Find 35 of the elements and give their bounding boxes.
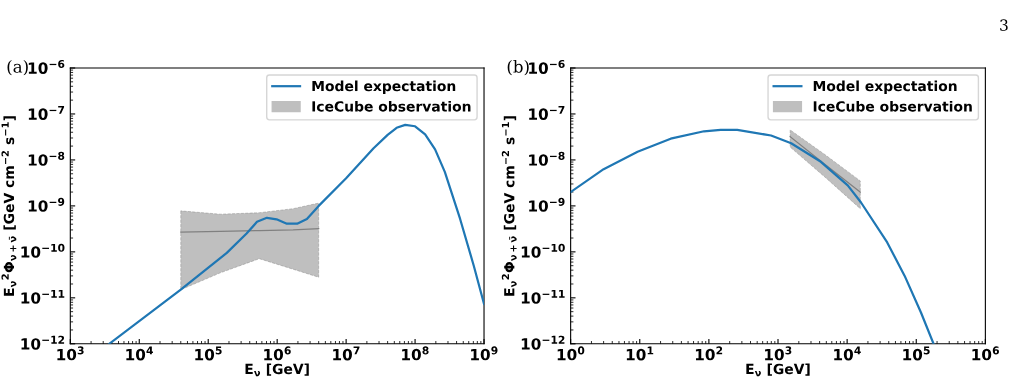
chart-title: (a): [7, 59, 28, 76]
legend-label: Model expectation: [312, 80, 456, 94]
x-tick-label: 10$^{4}$: [126, 346, 153, 361]
text: 3: [1000, 19, 1008, 31]
x-tick-label: 10$^{8}$: [402, 346, 429, 361]
x-tick-label: 10$^{9}$: [471, 346, 498, 361]
x-tick-label: 10$^{5}$: [195, 346, 222, 361]
y-tick-label: 10$^{−6}$: [28, 59, 65, 74]
y-tick-label: 10$^{−10}$: [21, 243, 65, 258]
y-tick-label: 10$^{−9}$: [529, 197, 565, 212]
y-tick-label: 10$^{−9}$: [28, 197, 65, 212]
x-tick-label: 10$^{4}$: [834, 346, 861, 361]
y-tick-label: 10$^{−8}$: [529, 151, 565, 166]
legend-label: IceCube observation: [312, 100, 471, 112]
x-tick-label: 10$^{5}$: [903, 346, 930, 361]
x-tick-label: 10$^{3}$: [765, 346, 792, 361]
y-tick-label: 10$^{−6}$: [529, 59, 565, 74]
x-tick-label: 10$^{2}$: [695, 346, 723, 361]
x-tick-label: 10$^{7}$: [333, 346, 360, 361]
text: E$_{ν}$$^{2}$Φ$_{ν+ν̄}$ [GeV cm$^{−2}$ s$^{−1}$]: [1, 116, 17, 296]
legend-label: IceCube observation: [813, 100, 972, 112]
y-tick-label: 10$^{−11}$: [521, 289, 565, 304]
x-tick-label: 10$^{6}$: [972, 346, 999, 361]
x-axis-title: E$_{ν}$ [GeV]: [245, 363, 309, 377]
x-tick-label: 10$^{1}$: [626, 346, 654, 361]
y-tick-label: 10$^{−10}$: [521, 243, 565, 258]
y-tick-label: 10$^{−7}$: [529, 106, 565, 120]
y-tick-label: 10$^{−11}$: [21, 289, 65, 304]
text: E$_{ν}$$^{2}$Φ$_{ν+ν̄}$ [GeV cm$^{−2}$ s$^{−1}$]: [501, 116, 517, 296]
x-tick-label: 10$^{6}$: [264, 346, 291, 361]
chart-title: (b): [507, 59, 529, 76]
y-tick-label: 10$^{−8}$: [28, 151, 65, 166]
x-axis-title: E$_{ν}$ [GeV]: [746, 363, 810, 377]
y-tick-label: 10$^{−7}$: [28, 106, 65, 120]
legend-label: Model expectation: [813, 80, 957, 94]
